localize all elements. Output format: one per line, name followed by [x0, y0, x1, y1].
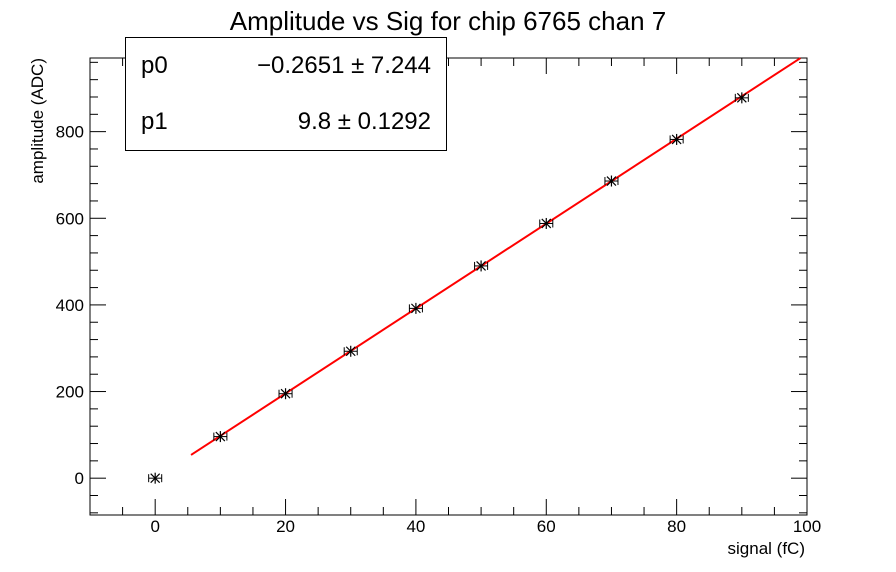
data-point [408, 302, 423, 314]
data-point [539, 217, 554, 229]
stat-name-p1: p1 [141, 108, 168, 135]
fit-layer [190, 57, 802, 456]
x-tick-label: 100 [793, 517, 821, 536]
stat-value-p0: −0.2651 ± 7.244 [257, 52, 431, 79]
y-tick-label: 0 [75, 469, 84, 488]
data-point [148, 472, 163, 484]
data-point [669, 133, 684, 145]
data-point [734, 92, 749, 104]
y-tick-label: 200 [56, 383, 84, 402]
y-tick-label: 400 [56, 296, 84, 315]
data-point [604, 175, 619, 187]
y-tick-label: 800 [56, 123, 84, 142]
x-tick-label: 60 [537, 517, 556, 536]
stat-row-p0: p0 −0.2651 ± 7.244 [126, 46, 446, 86]
fit-stats-box: p0 −0.2651 ± 7.244 p1 9.8 ± 0.1292 [125, 37, 447, 151]
chart-title: Amplitude vs Sig for chip 6765 chan 7 [230, 6, 666, 36]
data-point [278, 388, 293, 400]
y-axis-label: amplitude (ADC) [28, 58, 47, 184]
data-point [343, 345, 358, 357]
stat-value-p1: 9.8 ± 0.1292 [297, 108, 431, 135]
x-axis-label: signal (fC) [728, 539, 805, 558]
x-tick-label: 20 [276, 517, 295, 536]
stat-name-p0: p0 [141, 52, 168, 79]
x-tick-label: 0 [150, 517, 159, 536]
data-points [148, 92, 749, 484]
y-axis: 0 200 400 600 800 [56, 61, 807, 514]
data-point [474, 260, 489, 272]
x-axis: 0 20 40 60 80 100 [89, 58, 821, 536]
stat-row-p1: p1 9.8 ± 0.1292 [126, 102, 446, 142]
x-tick-label: 80 [667, 517, 686, 536]
fit-line [190, 57, 802, 456]
y-tick-label: 600 [56, 209, 84, 228]
data-point [213, 431, 228, 443]
x-tick-label: 40 [406, 517, 425, 536]
